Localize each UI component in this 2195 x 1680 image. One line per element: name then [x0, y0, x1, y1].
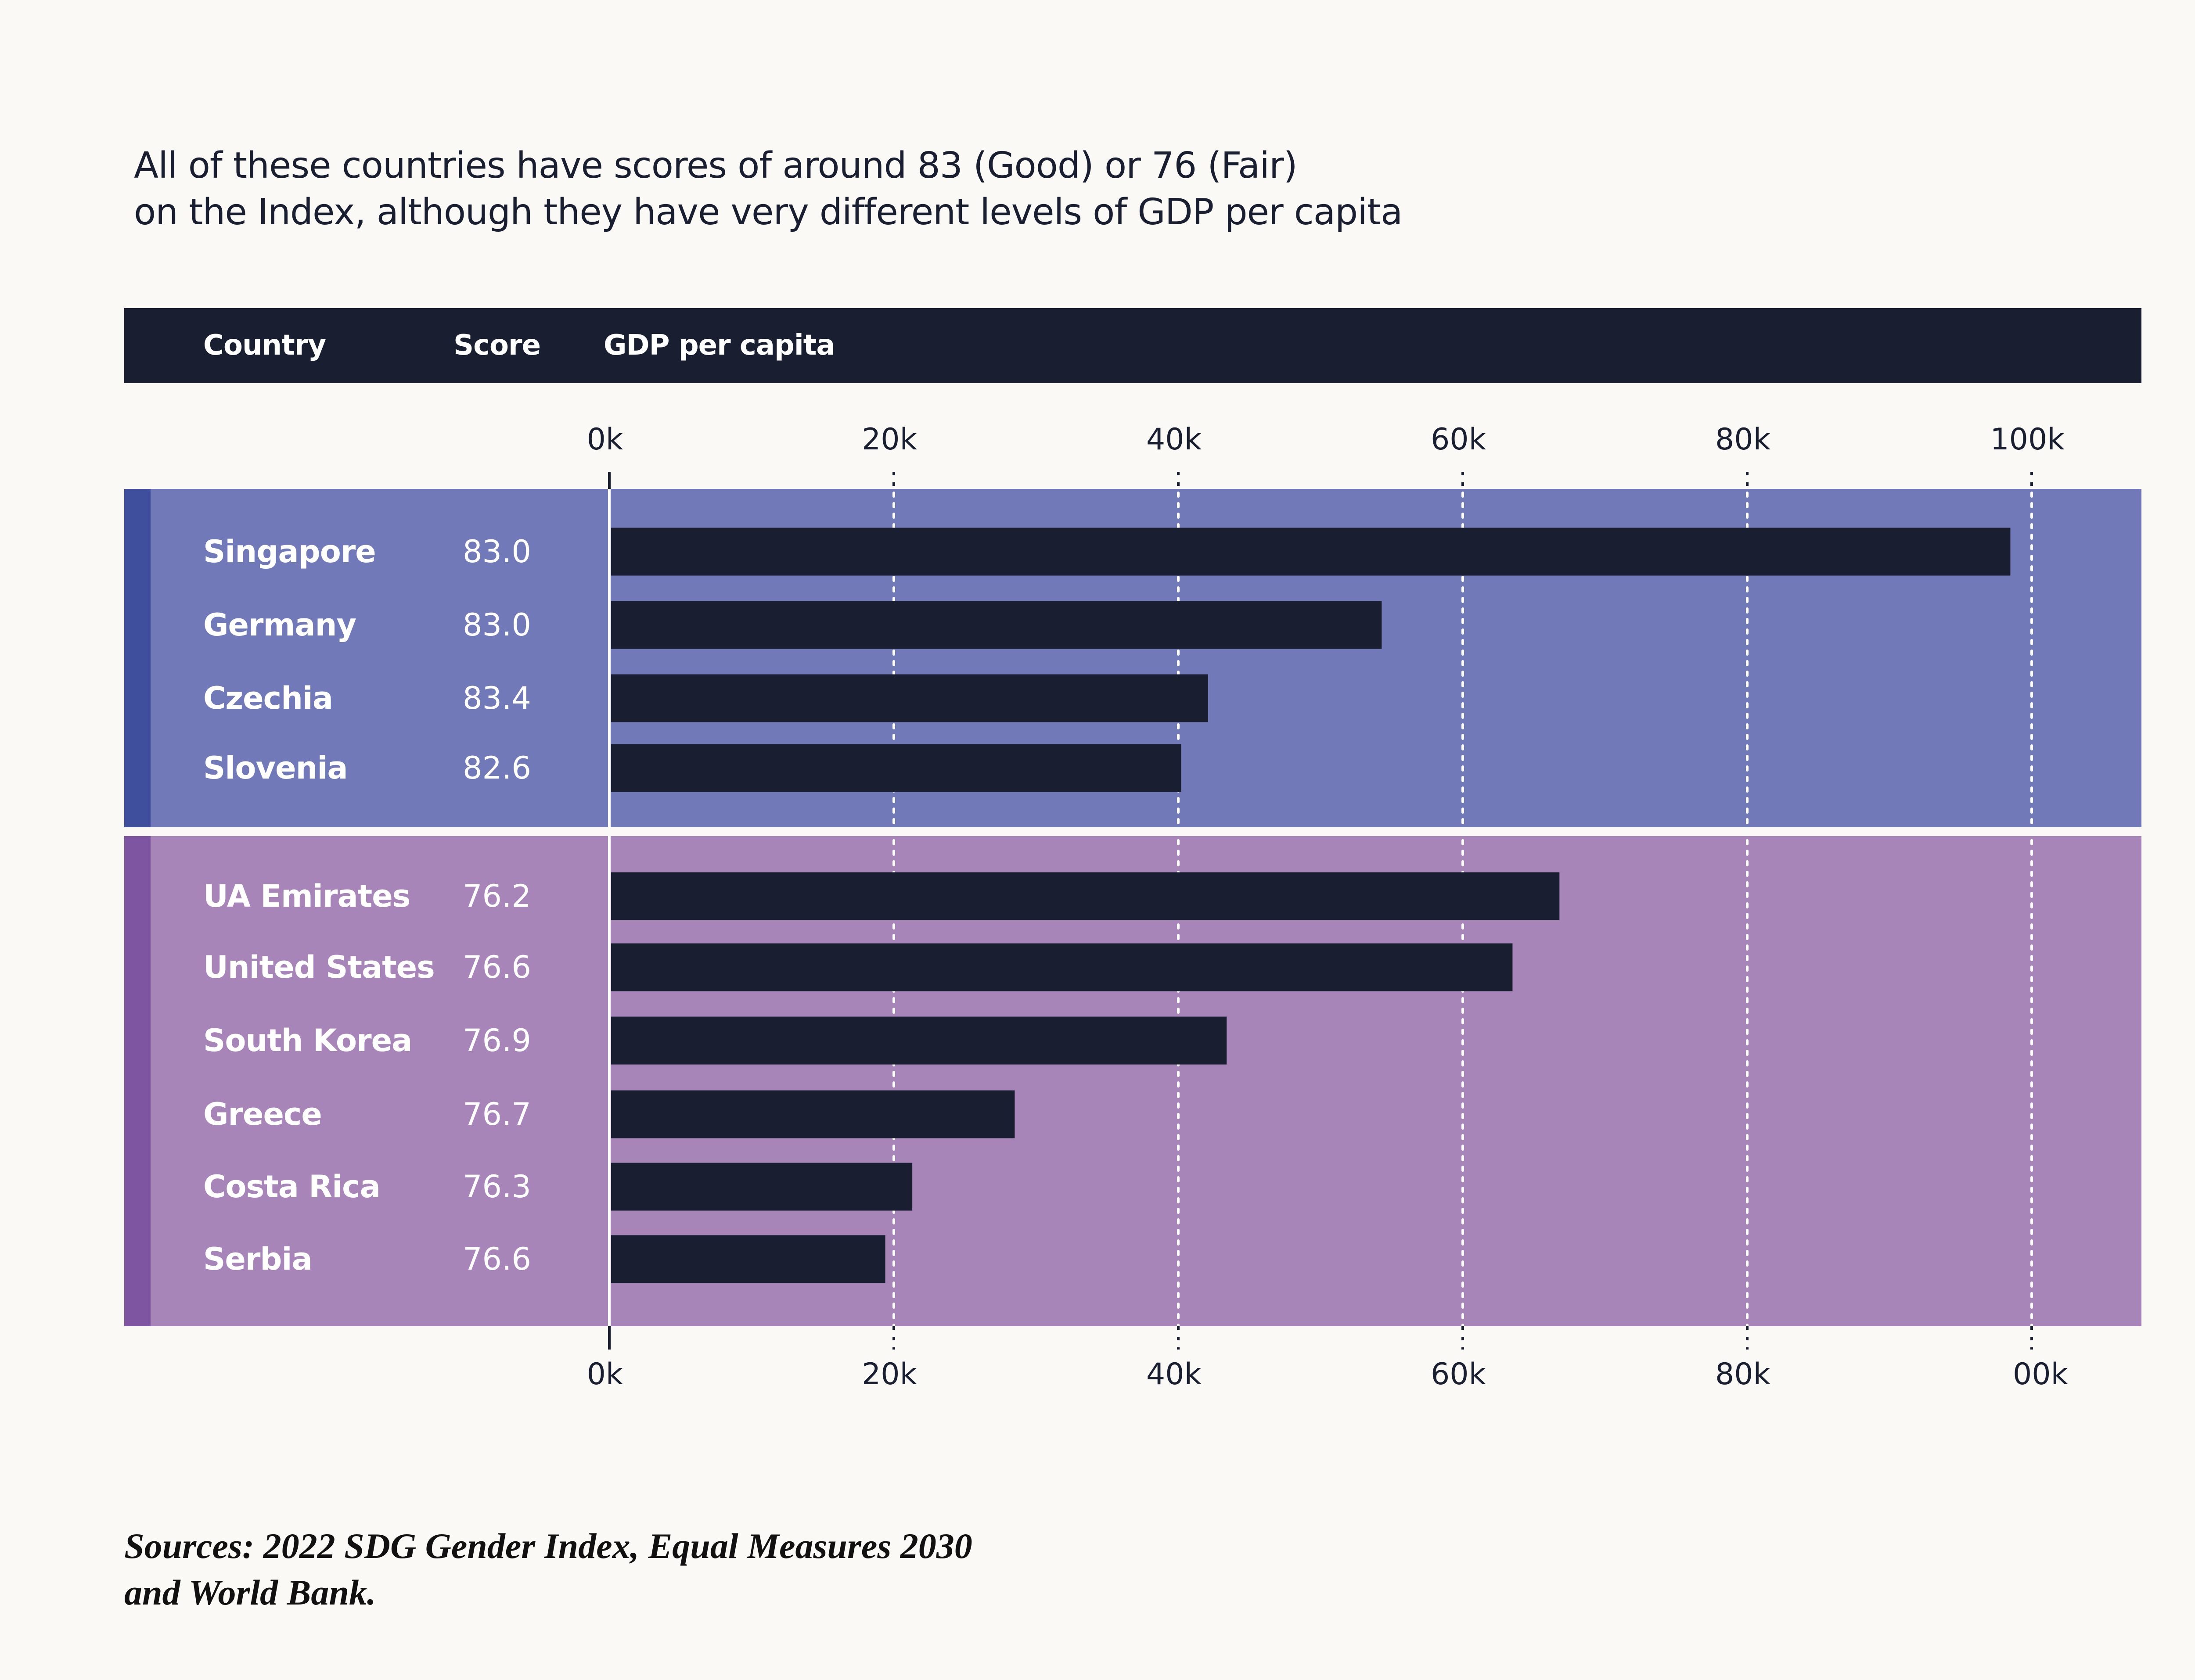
score-label: 76.6	[463, 1241, 531, 1277]
bar-greece	[611, 1090, 1015, 1138]
bar-serbia	[611, 1235, 885, 1283]
header-score: Score	[453, 329, 541, 362]
country-label: Singapore	[203, 534, 376, 570]
score-label: 76.2	[463, 878, 531, 914]
country-label: Germany	[203, 607, 356, 643]
score-label: 83.0	[463, 607, 531, 643]
fair-strip	[124, 836, 151, 1326]
score-label: 76.9	[463, 1023, 531, 1059]
sources-note: Sources: 2022 SDG Gender Index, Equal Me…	[124, 1523, 972, 1616]
title-line-2: on the Index, although they have very di…	[134, 191, 1403, 233]
bar-czechia	[611, 674, 1209, 722]
title-line-1: All of these countries have scores of ar…	[134, 145, 1298, 187]
bar-slovenia	[611, 744, 1181, 792]
country-label: Greece	[203, 1096, 322, 1132]
panel-separator	[124, 827, 2141, 836]
bottom-tick-label: 00k	[2013, 1357, 2068, 1392]
header-gdp: GDP per capita	[604, 329, 835, 362]
score-label: 76.7	[463, 1096, 531, 1132]
top-tick-label: 60k	[1431, 422, 1486, 457]
country-label: UA Emirates	[203, 878, 410, 914]
top-tick-label: 80k	[1715, 422, 1770, 457]
score-label: 83.0	[463, 534, 531, 570]
chart-title: All of these countries have scores of ar…	[134, 143, 1403, 236]
sources-line-2: and World Bank.	[124, 1572, 376, 1612]
bottom-tick-label: 20k	[862, 1357, 917, 1392]
top-tick-label: 20k	[862, 422, 917, 457]
top-tick-label: 40k	[1146, 422, 1202, 457]
score-label: 76.3	[463, 1169, 531, 1205]
bar-united-states	[611, 943, 1513, 991]
top-tick-label: 100k	[1990, 422, 2065, 457]
country-label: United States	[203, 949, 435, 985]
country-label: Slovenia	[203, 750, 348, 786]
country-label: Czechia	[203, 680, 333, 716]
score-label: 82.6	[463, 750, 531, 786]
country-label: Serbia	[203, 1241, 313, 1277]
bar-singapore	[611, 528, 2011, 576]
country-label: South Korea	[203, 1023, 412, 1059]
bar-germany	[611, 601, 1382, 649]
bar-south-korea	[611, 1016, 1227, 1065]
bottom-tick-label: 0k	[587, 1357, 623, 1392]
bar-ua-emirates	[611, 872, 1560, 920]
bottom-tick-label: 60k	[1431, 1357, 1486, 1392]
country-label: Costa Rica	[203, 1169, 381, 1205]
score-label: 83.4	[463, 680, 531, 716]
bottom-tick-label: 80k	[1715, 1357, 1770, 1392]
table-header: Country Score GDP per capita	[124, 308, 2141, 383]
good-strip	[124, 489, 151, 827]
header-country: Country	[203, 329, 326, 362]
top-tick-label: 0k	[587, 422, 623, 457]
sources-line-1: Sources: 2022 SDG Gender Index, Equal Me…	[124, 1526, 972, 1566]
score-label: 76.6	[463, 949, 531, 985]
bottom-tick-label: 40k	[1146, 1357, 1202, 1392]
bar-costa-rica	[611, 1163, 913, 1211]
